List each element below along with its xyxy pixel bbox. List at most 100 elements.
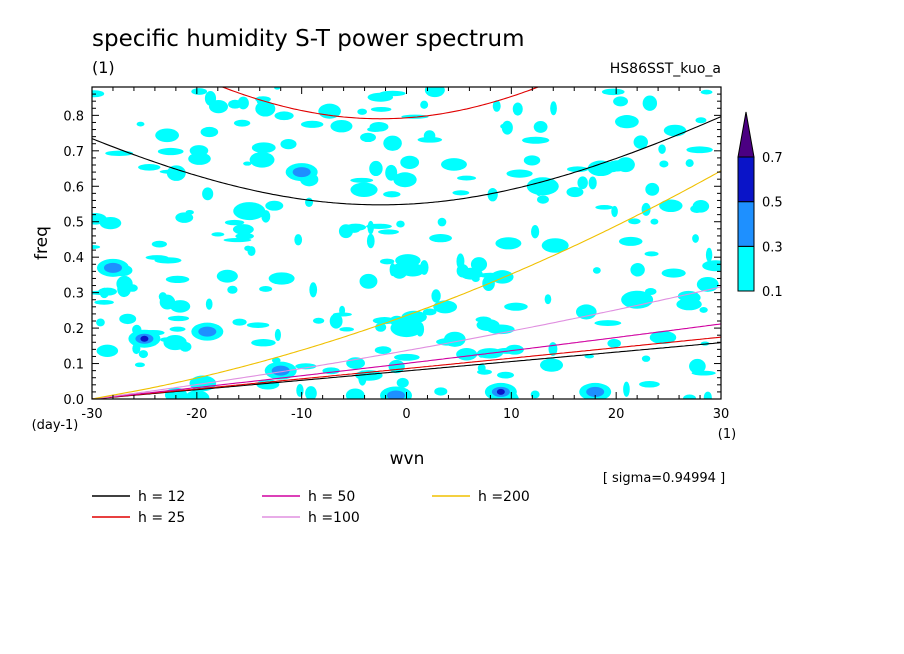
contour-blob — [685, 159, 694, 167]
contour-blob — [588, 176, 597, 190]
contour-blob — [533, 120, 548, 133]
contour-blob — [350, 182, 378, 198]
contour-blob — [470, 257, 488, 272]
contour-blob — [136, 121, 145, 127]
contour-blob — [312, 317, 325, 324]
contour-blob — [296, 383, 304, 397]
contour-blob — [434, 387, 448, 396]
contour-blob — [359, 273, 378, 289]
contour-blob — [255, 100, 276, 117]
contour-blob — [393, 172, 417, 188]
contour-blob — [138, 163, 161, 171]
legend-entry: h =200 — [478, 489, 530, 505]
colorbar-label: 0.3 — [762, 240, 783, 255]
y-tick-label: 0.5 — [63, 216, 84, 231]
contour-blob — [645, 182, 660, 196]
contour-blob — [374, 346, 392, 355]
contour-blob — [274, 87, 281, 90]
contour-blob — [155, 128, 179, 143]
contour-blob — [594, 320, 622, 326]
contour-blob — [492, 100, 501, 112]
contour-region-core — [387, 390, 406, 399]
contour-blob — [205, 298, 213, 310]
contour-blob — [251, 142, 276, 154]
contour-blob — [611, 205, 618, 218]
contour-blob — [686, 146, 713, 154]
contour-blob — [692, 234, 699, 243]
contour-blob — [452, 190, 470, 196]
axis-ticks: -30 -20 -10 0 10 20 30 0.0 0.1 0.2 0.3 0.4 0.5 0.6 0.7… — [63, 86, 730, 422]
contour-blob — [400, 155, 420, 169]
contour-blob — [294, 234, 303, 246]
x-tick-label: 30 — [713, 407, 730, 422]
contour-blob — [618, 236, 643, 246]
kelvin-curve-h25 — [92, 336, 721, 399]
contour-blob — [350, 177, 374, 183]
contour-blob — [191, 88, 208, 95]
contour-blob — [607, 338, 622, 348]
contour-blob — [703, 391, 712, 399]
contour-blob — [372, 317, 397, 325]
contour-blob — [523, 155, 541, 166]
contour-blob — [676, 298, 702, 311]
legend-entry: h = 12 — [138, 489, 185, 505]
contour-blob — [216, 269, 238, 283]
contour-blob — [367, 126, 383, 132]
contour-blob — [429, 234, 452, 243]
y-tick-label: 0.8 — [63, 109, 84, 124]
colorbar-segment — [737, 245, 755, 292]
contour-blob — [309, 282, 318, 298]
kelvin-curve-h12 — [92, 342, 721, 399]
contour-blob — [641, 355, 651, 362]
x-tick-label: -10 — [291, 407, 312, 422]
contour-blob — [379, 90, 406, 97]
contour-blob — [251, 339, 276, 347]
contour-blob — [641, 202, 651, 216]
x-unit-label: (1) — [718, 427, 736, 442]
y-tick-label: 0.3 — [63, 287, 84, 302]
gravity-curve-h25 — [220, 87, 540, 120]
contour-blob — [700, 89, 713, 95]
legend-entry: h = 50 — [308, 489, 355, 505]
contour-blob — [457, 175, 477, 181]
contour-blob — [541, 238, 569, 253]
contour-blob — [639, 381, 660, 388]
contour-blob — [274, 111, 294, 121]
contour-blob — [369, 160, 383, 177]
contour-region-core — [198, 326, 217, 337]
contour-blob — [471, 276, 480, 282]
contour-blob — [166, 165, 186, 181]
contour-blob — [544, 294, 552, 305]
contour-region — [233, 202, 266, 221]
contour-blob — [456, 348, 478, 361]
contour-blob — [642, 95, 658, 111]
contour-blob — [695, 117, 707, 124]
contour-blob — [575, 304, 597, 320]
y-tick-label: 0.6 — [63, 180, 84, 195]
contour-blob — [233, 119, 251, 127]
contour-blob — [540, 358, 564, 372]
contour-blob — [232, 224, 254, 235]
contour-blob — [437, 217, 447, 227]
contour-blob — [441, 158, 467, 171]
contour-region — [621, 290, 654, 309]
contour-blob — [332, 312, 352, 317]
x-tick-label: -30 — [81, 407, 102, 422]
contour-blob — [243, 161, 252, 166]
contour-blob — [96, 318, 105, 327]
legend: h = 12 h = 25 h = 50 h =100 h =200 — [92, 489, 530, 526]
colorbar-label: 0.7 — [762, 151, 783, 166]
y-tick-label: 0.7 — [63, 145, 84, 160]
contour-blob — [145, 255, 169, 260]
colorbar-segment — [737, 201, 755, 247]
contour-blob — [423, 130, 436, 142]
contour-region-peak — [140, 335, 149, 342]
y-axis-label: freq — [32, 226, 52, 260]
x-tick-label: -20 — [186, 407, 207, 422]
contour-blob — [167, 315, 190, 322]
contour-region-peak — [496, 388, 505, 395]
colorbar-extension — [737, 111, 755, 158]
contour-blob — [504, 302, 528, 311]
contour-blob — [623, 381, 630, 397]
contour-blob — [92, 90, 105, 98]
